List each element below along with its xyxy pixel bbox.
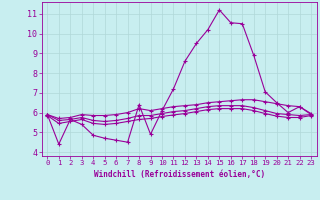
X-axis label: Windchill (Refroidissement éolien,°C): Windchill (Refroidissement éolien,°C) — [94, 170, 265, 179]
